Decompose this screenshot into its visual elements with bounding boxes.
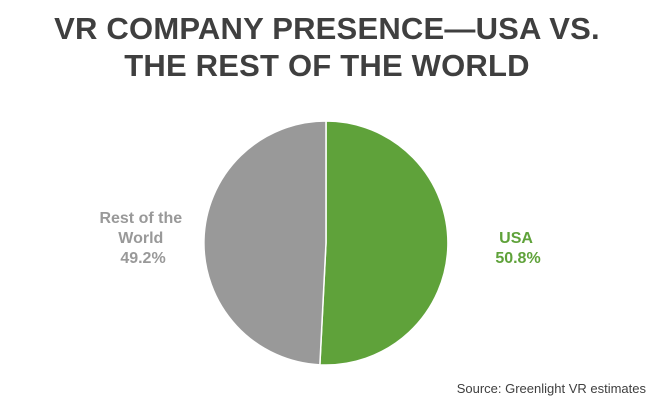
slice-label-usa: USA 50.8% (495, 230, 540, 267)
source-note: Source: Greenlight VR estimates (456, 381, 646, 396)
slice-label-rest-value: 49.2% (120, 250, 165, 267)
chart-title-line-1: VR COMPANY PRESENCE—USA VS. (54, 11, 600, 46)
slice-label-usa-value: 50.8% (495, 250, 540, 267)
slice-label-usa-name: USA (499, 230, 533, 247)
slice-label-rest-name-2: World (118, 230, 163, 247)
pie-slice-rest-of-the-world (203, 120, 327, 366)
slice-label-rest-name-1: Rest of the (99, 210, 182, 227)
pie-slice-usa (319, 120, 449, 366)
chart-title-line-2: THE REST OF THE WORLD (124, 48, 530, 83)
slice-label-rest: Rest of the World 49.2% (99, 210, 186, 267)
chart-title: VR COMPANY PRESENCE—USA VS. THE REST OF … (0, 10, 654, 84)
pie-slices (203, 120, 449, 366)
